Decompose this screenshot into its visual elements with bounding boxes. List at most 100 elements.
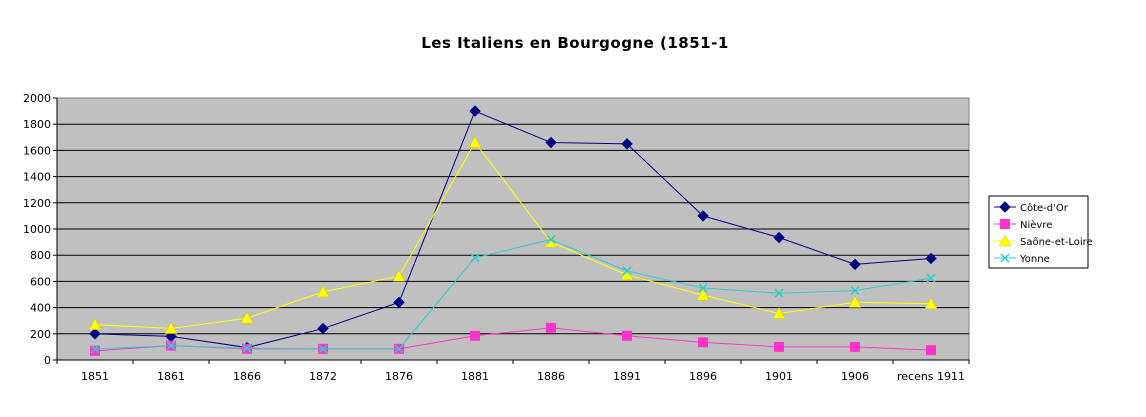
legend-swatch-marker [1000, 219, 1010, 229]
legend-label: Côte-d'Or [1020, 202, 1069, 214]
series-3-point [166, 341, 176, 351]
legend-item: Nièvre [994, 219, 1052, 231]
legend-item: Yonne [994, 253, 1050, 265]
series-2-point [696, 288, 710, 301]
series-3-point [394, 344, 404, 354]
series-3-line [94, 238, 932, 350]
legend-item: Côte-d'Or [994, 201, 1069, 214]
series-3-point [926, 273, 936, 283]
y-tick-label: 1000 [23, 223, 51, 236]
series-2-line [94, 141, 932, 330]
chart-title: Les Italiens en Bourgogne (1851-1 [421, 34, 729, 52]
legend-label: Saône-et-Loire [1020, 236, 1093, 248]
series-1-point [698, 337, 708, 348]
y-tick-label: 1600 [23, 144, 51, 157]
series-2-point [772, 306, 786, 319]
series-2-point [88, 318, 102, 330]
series-2-point [164, 322, 178, 334]
series-0-point [317, 322, 329, 335]
legend-swatch-marker-stroke [1000, 253, 1010, 263]
y-tick-label: 800 [30, 249, 51, 262]
y-tick-label: 600 [30, 275, 51, 288]
series-3-point-stroke [774, 288, 784, 298]
series-2 [88, 136, 938, 334]
series-3-point-stroke [470, 253, 480, 263]
legend: Côte-d'Or Nièvre Saône-et-Loire Yonne [988, 195, 1093, 269]
series-3-point-stroke [90, 344, 100, 354]
series-0-point [621, 138, 633, 150]
series-0-point [393, 296, 405, 309]
series-2-point [848, 295, 862, 308]
series-0-point [545, 136, 557, 149]
legend-swatch-marker [1000, 253, 1010, 263]
legend-label: Nièvre [1020, 219, 1052, 231]
x-tick-label: 1851 [81, 370, 109, 383]
series-1-point [90, 345, 100, 356]
series-3-point [850, 286, 860, 296]
series-1-line [94, 327, 932, 352]
series-3-point [318, 344, 328, 354]
x-tick-label: 1881 [461, 370, 489, 383]
series-3-point [470, 253, 480, 263]
series-2-point [316, 285, 330, 298]
series-3-point-stroke [546, 234, 556, 245]
y-tick-label: 1800 [23, 118, 51, 131]
y-tick-label: 1400 [23, 171, 51, 184]
series-3-point-stroke [926, 273, 936, 283]
series-2-point [240, 311, 254, 324]
series-3-point [774, 288, 784, 298]
series-1-point [774, 341, 784, 352]
series-0-point [89, 328, 101, 340]
series-2-point [392, 269, 406, 282]
y-axis: 0 200 400 600 800 1000 1200 1400 1600 1800 2000 [23, 92, 58, 367]
series-group [88, 105, 938, 356]
series-3-point [546, 234, 556, 245]
series-0-point [697, 210, 709, 222]
series-1-point [850, 341, 860, 352]
series-1-point [622, 330, 632, 341]
x-tick-label: recens 1911 [897, 370, 965, 383]
gridlines [57, 123, 969, 335]
y-tick-label: 0 [44, 354, 51, 367]
series-3-point [622, 266, 632, 276]
y-tick-label: 400 [30, 302, 51, 315]
x-tick-label: 1886 [537, 370, 565, 383]
x-tick-label: 1866 [233, 370, 261, 383]
series-3-point-stroke [622, 266, 632, 276]
series-3-point-stroke [850, 286, 860, 296]
series-1-point [546, 322, 556, 333]
x-axis: 1851 1861 1866 1872 1876 1881 1886 1891 1896 1901… [56, 359, 970, 383]
series-3-point-stroke [166, 341, 176, 351]
series-0-line [94, 110, 932, 349]
legend-item: Saône-et-Loire [994, 234, 1093, 248]
series-3-point-stroke [318, 344, 328, 354]
series-2-point [924, 297, 938, 309]
series-1-point [470, 330, 480, 341]
legend-label: Yonne [1019, 254, 1050, 265]
series-3-point-stroke [242, 343, 252, 353]
series-0-point [925, 252, 937, 265]
series-3-point [698, 283, 708, 293]
y-tick-label: 200 [30, 328, 51, 341]
x-tick-label: 1901 [765, 370, 793, 383]
series-3-point [242, 343, 252, 353]
series-3-point [90, 344, 100, 354]
series-0-point [849, 258, 861, 271]
series-1-point [926, 345, 936, 356]
series-0-point [773, 231, 785, 244]
x-tick-label: 1861 [157, 370, 185, 383]
x-tick-label: 1891 [613, 370, 641, 383]
y-tick-label: 1200 [23, 197, 51, 210]
x-tick-label: 1906 [841, 370, 869, 383]
series-3 [90, 234, 936, 354]
y-tick-label: 2000 [23, 92, 51, 105]
series-3-point-stroke [394, 344, 404, 354]
series-0-point [469, 105, 481, 117]
legend-swatch-marker [998, 234, 1012, 247]
series-2-point [468, 136, 482, 148]
x-tick-label: 1896 [689, 370, 717, 383]
x-tick-label: 1872 [309, 370, 337, 383]
x-tick-label: 1876 [385, 370, 413, 383]
series-3-point-stroke [698, 283, 708, 293]
